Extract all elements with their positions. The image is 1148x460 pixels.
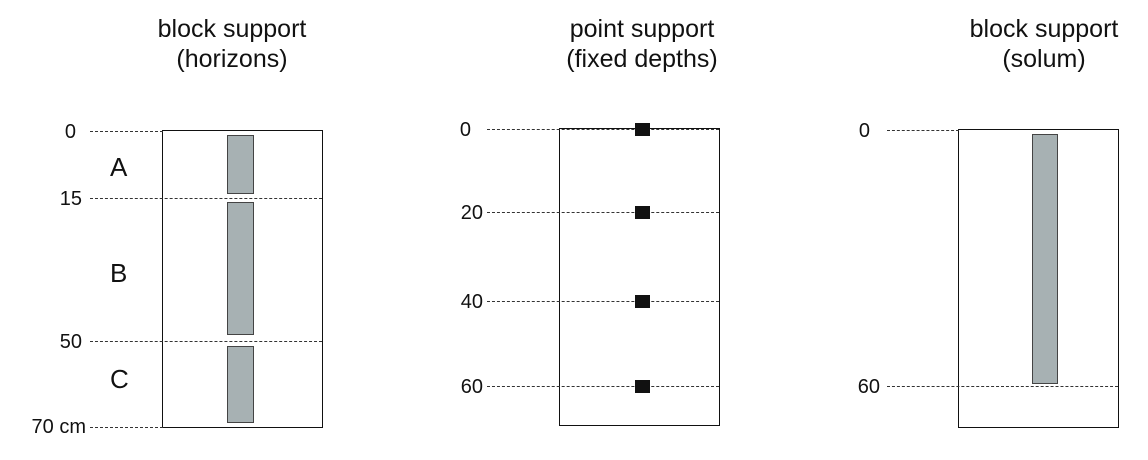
depth-line-60	[487, 386, 719, 387]
depth-line-0	[487, 129, 719, 130]
panel-title: block support (solum)	[914, 14, 1148, 74]
depth-label: 60	[857, 376, 880, 398]
depth-line-50	[90, 341, 322, 342]
depth-label: 0	[64, 121, 76, 143]
sample-point	[635, 206, 650, 219]
sample-block-b	[227, 202, 254, 335]
depth-label: 0	[459, 119, 471, 141]
panel-title-line1: block support	[969, 15, 1119, 43]
sample-point	[635, 295, 650, 308]
sample-block-solum	[1032, 134, 1058, 384]
depth-label: 40	[460, 291, 483, 313]
panel-title-line1: point support	[569, 15, 715, 43]
depth-line-0	[90, 131, 163, 132]
depth-label: 50	[59, 331, 82, 353]
sample-block-c	[227, 346, 254, 423]
horizon-label-c: C	[110, 364, 129, 394]
panel-title-line2: (fixed depths)	[566, 45, 718, 73]
soil-profile-box	[559, 128, 720, 426]
sample-point	[635, 380, 650, 393]
horizon-label-b: B	[110, 258, 128, 288]
sample-block-a	[227, 135, 254, 194]
panel-title: block support (horizons)	[102, 14, 362, 74]
depth-line-60	[887, 386, 1118, 387]
panel-title: point support (fixed depths)	[512, 14, 772, 74]
depth-line-0	[887, 130, 959, 131]
sample-point	[635, 123, 650, 136]
depth-line-15	[90, 198, 322, 199]
depth-label: 70 cm	[31, 416, 86, 438]
depth-line-20	[487, 212, 719, 213]
depth-label: 0	[858, 120, 870, 142]
depth-label: 15	[59, 188, 82, 210]
depth-label: 20	[460, 202, 483, 224]
depth-label: 60	[460, 376, 483, 398]
panel-title-line1: block support	[157, 15, 307, 43]
horizon-label-a: A	[110, 152, 128, 182]
panel-title-line2: (solum)	[1002, 45, 1086, 73]
depth-line-70	[90, 427, 163, 428]
panel-title-line2: (horizons)	[176, 45, 288, 73]
depth-line-40	[487, 301, 719, 302]
